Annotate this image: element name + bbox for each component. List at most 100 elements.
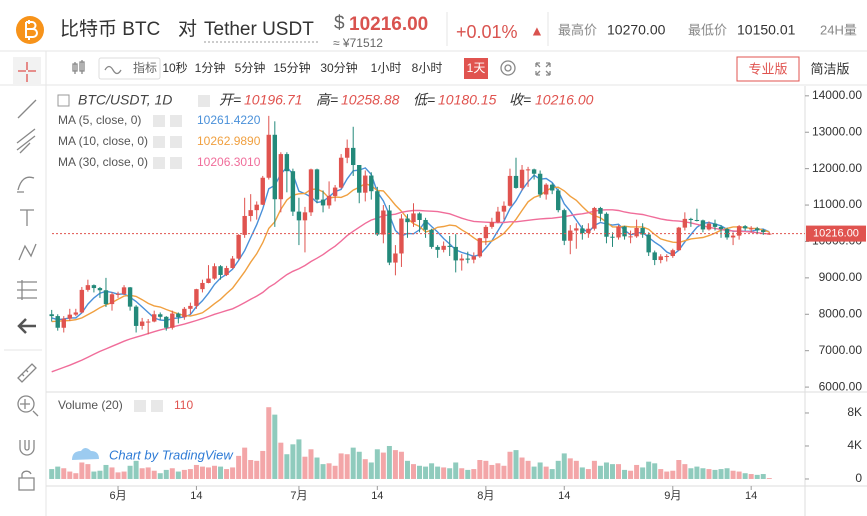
y-tick-label: 11000.00: [813, 197, 862, 211]
pro-mode-button[interactable]: [736, 56, 800, 82]
interval[interactable]: 30分钟: [320, 60, 357, 75]
magnet-tool[interactable]: [19, 440, 35, 456]
interval[interactable]: 8小时: [412, 61, 443, 75]
candle-body: [158, 314, 163, 317]
candle-body: [55, 316, 60, 328]
volume-bar: [332, 465, 338, 479]
candle-body: [525, 169, 531, 171]
lock-tool[interactable]: [18, 470, 35, 491]
ma-legend: MA (30, close, 0): [58, 155, 148, 169]
candle-body: [531, 169, 537, 174]
candle-body: [188, 305, 193, 309]
volume-bar: [290, 444, 296, 479]
volume-bar: [471, 469, 477, 479]
symbol-settings[interactable]: [198, 95, 210, 107]
volume-bar: [398, 451, 404, 479]
candle-body: [459, 258, 464, 261]
channel-tool[interactable]: [16, 128, 36, 154]
candle-body: [700, 220, 706, 230]
low-value: 10150.01: [737, 22, 796, 38]
simple-mode-label[interactable]: 简洁版: [810, 61, 849, 76]
candle-body: [465, 258, 470, 260]
interval[interactable]: 1天: [467, 61, 486, 75]
ma-settings[interactable]: [153, 115, 165, 127]
indicator-icon: [104, 65, 122, 75]
volume-bar: [392, 450, 398, 479]
volume-bar: [296, 439, 302, 479]
volume-bar: [730, 470, 736, 479]
candle-body: [278, 154, 284, 200]
candle-body: [646, 234, 651, 253]
candle-body: [224, 268, 229, 275]
y-tick-label: 9000.00: [819, 270, 863, 284]
volume-bar: [212, 465, 218, 479]
interval[interactable]: 1小时: [371, 61, 402, 75]
volume-bar: [567, 458, 573, 479]
volume-bar: [386, 445, 392, 479]
ma-close[interactable]: [170, 136, 182, 148]
candle-body: [109, 294, 115, 305]
crosshair-tool[interactable]: [18, 62, 36, 82]
volume-bar: [736, 471, 742, 479]
candle-body: [351, 147, 356, 166]
candle-body: [369, 175, 374, 192]
volume-bar: [718, 469, 724, 479]
ruler-tool[interactable]: [17, 363, 37, 383]
volume-bar: [766, 478, 772, 479]
fib-tool[interactable]: [17, 280, 37, 300]
candle-body: [61, 318, 66, 328]
ma-value: 10261.4220: [197, 113, 261, 127]
volume-bar: [187, 469, 193, 479]
volume-bar: [362, 459, 368, 479]
candle-body: [616, 226, 621, 238]
volume-bar: [272, 414, 278, 479]
candle-body: [549, 184, 555, 191]
ma-settings[interactable]: [153, 157, 165, 169]
candle-body: [718, 226, 724, 230]
settings-button[interactable]: [500, 60, 516, 76]
volume-bar: [67, 471, 73, 479]
candle-body: [417, 213, 422, 220]
low-value: 10180.15: [438, 92, 497, 108]
candle-body: [212, 266, 217, 279]
ma-close[interactable]: [170, 157, 182, 169]
interval[interactable]: 10秒: [162, 61, 187, 75]
active-interval-bg: [464, 58, 488, 79]
candle-body: [387, 210, 392, 263]
zoom-tool[interactable]: [20, 399, 39, 417]
volume-bar: [145, 467, 151, 479]
coin-name: 比特币 BTC: [60, 18, 160, 40]
candle-body: [543, 184, 549, 195]
volume-bar: [411, 464, 416, 479]
interval[interactable]: 5分钟: [235, 60, 266, 75]
ma-close[interactable]: [170, 115, 182, 127]
line-tool[interactable]: [17, 99, 37, 119]
volume-close[interactable]: [151, 400, 163, 412]
volume-bar: [670, 470, 676, 479]
ma-settings[interactable]: [153, 136, 165, 148]
high-label: 高=: [316, 92, 338, 108]
interval[interactable]: 15分钟: [273, 60, 310, 75]
interval[interactable]: 1分钟: [195, 60, 226, 75]
pattern-tool[interactable]: [18, 243, 37, 261]
candle-body: [652, 252, 657, 261]
indicator-button[interactable]: [98, 57, 161, 80]
cny-price: ≈ ¥71512: [333, 36, 383, 50]
watermark[interactable]: Chart by TradingView: [109, 447, 234, 462]
pair[interactable]: Tether USDT: [204, 19, 314, 40]
volume-last: 110: [174, 398, 193, 412]
volume-bar: [157, 473, 163, 479]
candle-body: [290, 171, 296, 212]
volume-bar: [748, 474, 754, 479]
candle-body: [320, 199, 326, 206]
collapse-button[interactable]: [57, 94, 70, 107]
volume-bar: [205, 467, 211, 479]
brush-tool[interactable]: [17, 176, 35, 193]
volume-settings[interactable]: [134, 400, 146, 412]
back-tool[interactable]: [17, 318, 36, 334]
text-tool[interactable]: [20, 209, 34, 226]
fullscreen-button[interactable]: [535, 62, 551, 76]
pro-mode-label[interactable]: 专业版: [748, 61, 787, 76]
candle-type-button[interactable]: [72, 60, 85, 74]
indicator-label[interactable]: 指标: [133, 60, 157, 75]
